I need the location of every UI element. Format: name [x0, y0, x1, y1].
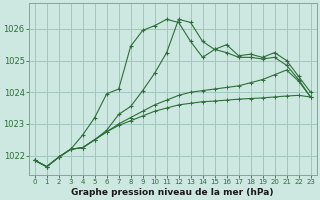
X-axis label: Graphe pression niveau de la mer (hPa): Graphe pression niveau de la mer (hPa) — [71, 188, 274, 197]
